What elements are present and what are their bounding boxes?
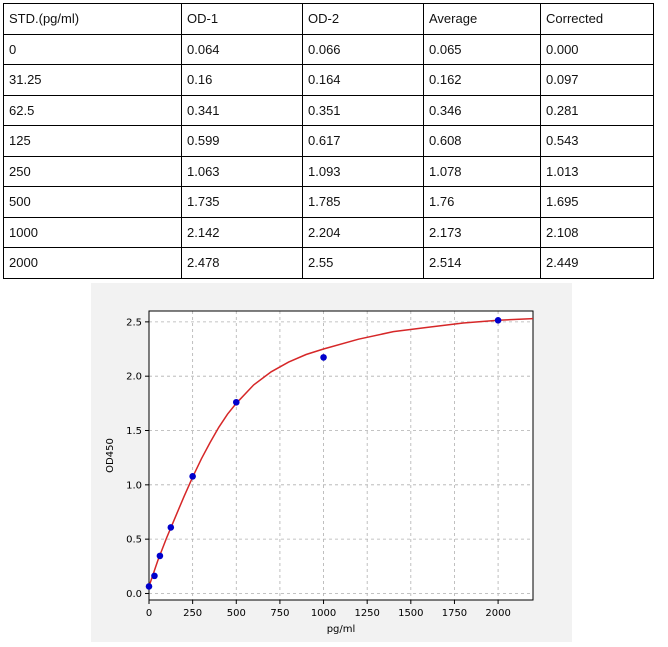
data-point [320, 354, 327, 361]
y-axis-label: OD450 [105, 438, 116, 473]
x-tick-label: 750 [270, 608, 289, 619]
standard-curve-panel: 0 250 500 750 1000 1250 1500 1750 2000 0.0 0.5 1.0 1… [91, 283, 572, 642]
table-cell: 1.078 [423, 155, 541, 187]
table-cell: 2.478 [181, 247, 303, 279]
y-tick-label: 1.0 [126, 480, 142, 491]
fit-curve-line [148, 317, 534, 587]
x-tick-label: 1250 [354, 608, 379, 619]
data-point [156, 552, 164, 560]
table-cell: 0.064 [181, 33, 303, 65]
data-point [145, 583, 153, 590]
data-point [189, 473, 196, 480]
data-point [494, 317, 502, 324]
column-header: STD.(pg/ml) [3, 3, 182, 35]
table-row: 2000 2.478 2.55 2.514 2.449 [3, 247, 654, 279]
table-cell: 0.000 [540, 33, 654, 65]
table-row: 0 0.064 0.066 0.065 0.000 [3, 33, 654, 65]
table-row: 31.25 0.16 0.164 0.162 0.097 [3, 64, 654, 96]
table-cell: 0.164 [302, 64, 424, 96]
x-tick-label: 0 [146, 608, 152, 619]
x-tick-label: 1750 [442, 608, 467, 619]
table-cell: 0.065 [423, 33, 541, 65]
table-cell: 0.16 [181, 64, 303, 96]
table-row: 250 1.063 1.093 1.078 1.013 [3, 155, 654, 187]
table-cell: 1.76 [423, 186, 541, 218]
table-cell: 0.543 [540, 125, 654, 157]
table-cell: 500 [3, 186, 182, 218]
table-row: 62.5 0.341 0.351 0.346 0.281 [3, 94, 654, 126]
column-header: OD-1 [181, 3, 303, 35]
table-cell: 1000 [3, 216, 182, 248]
data-point [167, 524, 175, 531]
data-point [232, 398, 240, 406]
table-cell: 0.066 [302, 33, 424, 65]
table-cell: 31.25 [3, 64, 182, 96]
table-cell: 1.063 [181, 155, 303, 187]
table-cell: 0.351 [302, 94, 424, 126]
x-tick-label: 1000 [311, 608, 336, 619]
standards-table: STD.(pg/ml) OD-1 OD-2 Average Corrected 0 0.06… [3, 3, 654, 279]
table-cell: 250 [3, 155, 182, 187]
table-cell: 0.608 [423, 125, 541, 157]
table-cell: 0.281 [540, 94, 654, 126]
table-cell: 2000 [3, 247, 182, 279]
column-header: Corrected [540, 3, 654, 35]
table-header-row: STD.(pg/ml) OD-1 OD-2 Average Corrected [3, 3, 654, 35]
table-cell: 62.5 [3, 94, 182, 126]
table-row: 125 0.599 0.617 0.608 0.543 [3, 125, 654, 157]
table-cell: 0 [3, 33, 182, 65]
y-tick-label: 1.5 [126, 426, 142, 437]
axes-frame [148, 310, 534, 601]
x-tick-label: 250 [183, 608, 202, 619]
y-tick-label: 2.0 [126, 372, 142, 383]
table-cell: 1.785 [302, 186, 424, 218]
x-tick-label: 2000 [485, 608, 510, 619]
table-cell: 2.108 [540, 216, 654, 248]
table-cell: 0.341 [181, 94, 303, 126]
y-tick-label: 2.5 [126, 317, 142, 328]
table-cell: 2.142 [181, 216, 303, 248]
table-cell: 1.093 [302, 155, 424, 187]
table-row: 1000 2.142 2.204 2.173 2.108 [3, 216, 654, 248]
table-cell: 1.735 [181, 186, 303, 218]
table-cell: 2.514 [423, 247, 541, 279]
x-tick-label: 1500 [398, 608, 423, 619]
table-cell: 2.204 [302, 216, 424, 248]
table-cell: 0.097 [540, 64, 654, 96]
table-cell: 2.55 [302, 247, 424, 279]
table-row: 500 1.735 1.785 1.76 1.695 [3, 186, 654, 218]
x-axis-label: pg/ml [327, 624, 356, 635]
table-cell: 1.013 [540, 155, 654, 187]
column-header: OD-2 [302, 3, 424, 35]
table-cell: 0.617 [302, 125, 424, 157]
table-cell: 0.346 [423, 94, 541, 126]
data-point [151, 572, 158, 580]
plot-area [149, 311, 533, 600]
table-cell: 0.599 [181, 125, 303, 157]
column-header: Average [423, 3, 541, 35]
table-cell: 1.695 [540, 186, 654, 218]
table-cell: 2.449 [540, 247, 654, 279]
standard-curve-chart: 0 250 500 750 1000 1250 1500 1750 2000 0.0 0.5 1.0 1… [105, 310, 534, 635]
y-tick-label: 0.0 [126, 589, 142, 600]
table-cell: 2.173 [423, 216, 541, 248]
x-tick-label: 500 [227, 608, 246, 619]
table-cell: 0.162 [423, 64, 541, 96]
y-tick-label: 0.5 [126, 535, 142, 546]
table-cell: 125 [3, 125, 182, 157]
